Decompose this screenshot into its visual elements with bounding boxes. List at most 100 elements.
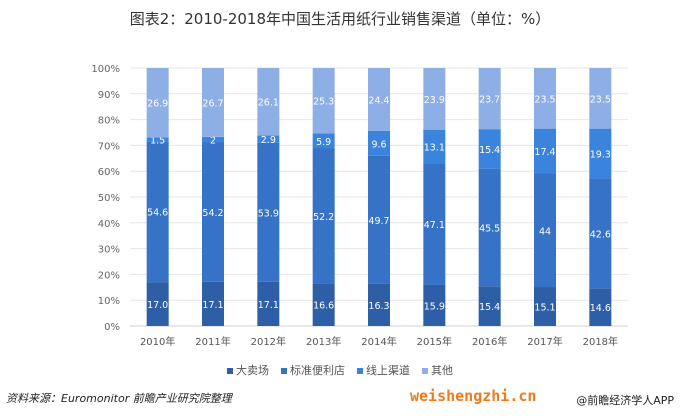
legend-swatch	[422, 368, 428, 374]
bar-segment	[423, 129, 446, 164]
bar-segment	[589, 178, 612, 289]
x-tick-label: 2016年	[472, 335, 507, 348]
x-tick-label: 2014年	[361, 335, 396, 348]
data-label: 54.6	[147, 208, 168, 219]
bar-segment	[312, 283, 335, 326]
x-tick-label: 2017年	[527, 335, 562, 348]
data-label: 17.1	[258, 300, 279, 311]
data-label: 16.3	[368, 301, 389, 312]
legend-item: 其他	[422, 362, 453, 378]
data-label: 25.3	[313, 97, 334, 108]
bar-segment	[478, 168, 501, 287]
data-label: 1.5	[150, 135, 165, 146]
bar-segment	[423, 68, 446, 130]
x-tick-label: 2015年	[417, 335, 452, 348]
data-label: 42.6	[590, 229, 611, 240]
x-tick-label: 2018年	[583, 335, 618, 348]
bar-segment	[589, 68, 612, 129]
data-label: 52.2	[313, 212, 334, 223]
y-tick-label: 20%	[98, 270, 120, 281]
data-label: 53.9	[258, 208, 279, 219]
data-label: 23.5	[534, 94, 555, 105]
bar-segment	[257, 281, 280, 326]
data-label: 17.0	[147, 300, 168, 311]
data-label: 47.1	[424, 220, 445, 231]
data-label: 13.1	[424, 143, 445, 154]
bar-segment	[368, 68, 390, 131]
bar-segment	[146, 282, 169, 326]
y-tick-label: 70%	[98, 141, 120, 152]
data-label: 2.9	[261, 135, 276, 146]
bar-segment	[202, 68, 224, 137]
bar-segment	[423, 163, 446, 285]
bar-segment	[368, 283, 390, 326]
legend-label: 其他	[431, 364, 453, 377]
bar-segment	[368, 155, 390, 284]
bar-segment	[312, 148, 335, 284]
data-label: 5.9	[316, 137, 331, 148]
bar-segment	[312, 68, 335, 134]
data-label: 54.2	[202, 208, 223, 219]
chart-title: 图表2：2010-2018年中国生活用纸行业销售渠道（单位：%）	[129, 10, 551, 28]
data-label: 23.9	[424, 95, 445, 106]
data-label: 2	[210, 135, 216, 146]
legend-item: 标准便利店	[281, 362, 345, 378]
legend-swatch	[281, 368, 287, 374]
data-label: 15.1	[534, 303, 555, 314]
bar-segment	[257, 135, 280, 143]
source-note: 资料来源：Euromonitor 前瞻产业研究院整理	[6, 392, 232, 405]
bar-segment	[202, 281, 224, 326]
data-label: 15.4	[479, 145, 500, 156]
data-label: 9.6	[371, 139, 386, 150]
bar-segment	[257, 142, 280, 282]
data-label: 14.6	[590, 303, 611, 314]
bar-segment	[589, 288, 612, 326]
bar-segment	[478, 129, 501, 169]
data-label: 24.4	[368, 95, 389, 106]
bar-segment	[146, 137, 169, 142]
bar-segment	[478, 286, 501, 326]
data-label: 16.6	[313, 301, 334, 312]
data-label: 23.5	[590, 94, 611, 105]
y-tick-label: 40%	[98, 219, 120, 230]
bar-segment	[589, 128, 612, 179]
y-tick-label: 50%	[98, 193, 120, 204]
data-label: 17.4	[534, 147, 555, 158]
bar-segment	[534, 173, 556, 288]
y-tick-label: 0%	[104, 322, 120, 333]
y-tick-label: 90%	[98, 90, 120, 101]
y-tick-label: 30%	[98, 245, 120, 256]
legend-label: 线上渠道	[366, 364, 410, 377]
data-label: 26.7	[202, 98, 223, 109]
bar-segment	[534, 128, 556, 174]
legend-label: 大卖场	[236, 364, 269, 377]
watermark: weishengzhi.cn	[410, 387, 537, 405]
bar-segment	[423, 284, 446, 326]
legend: 大卖场 标准便利店 线上渠道 其他	[0, 362, 680, 378]
bar-segment	[368, 130, 390, 156]
y-tick-label: 80%	[98, 116, 120, 127]
legend-item: 大卖场	[227, 362, 269, 378]
bar-segment	[202, 142, 224, 282]
data-label: 26.9	[147, 99, 168, 110]
y-tick-label: 10%	[98, 296, 120, 307]
bar-segment	[146, 141, 169, 283]
y-tick-label: 100%	[91, 64, 120, 75]
legend-label: 标准便利店	[290, 364, 345, 377]
data-label: 15.9	[424, 301, 445, 312]
data-label: 15.4	[479, 302, 500, 313]
data-label: 44	[539, 226, 551, 237]
bar-segment	[257, 68, 280, 136]
data-label: 49.7	[368, 216, 389, 227]
y-tick-label: 60%	[98, 167, 120, 178]
data-label: 23.7	[479, 95, 500, 106]
x-tick-label: 2012年	[251, 335, 286, 348]
bar-segment	[202, 136, 224, 143]
data-label: 17.1	[202, 300, 223, 311]
data-label: 19.3	[590, 150, 611, 161]
x-tick-label: 2010年	[140, 335, 175, 348]
x-tick-label: 2013年	[306, 335, 341, 348]
data-label: 26.1	[258, 98, 279, 109]
bar-segment	[312, 133, 335, 149]
bar-segment	[478, 68, 501, 130]
